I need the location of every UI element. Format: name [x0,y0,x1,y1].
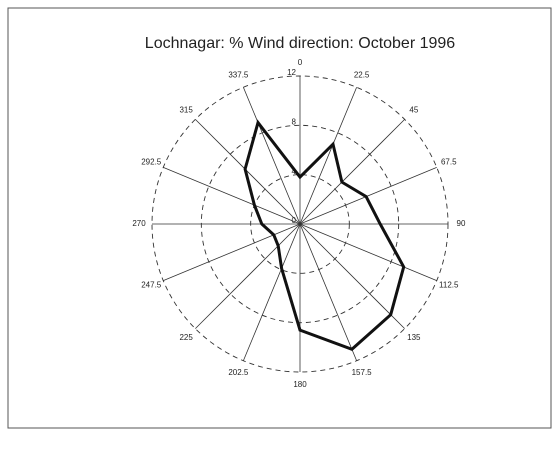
category-label: 292.5 [141,157,162,166]
spoke [163,166,301,225]
y-tick-label: 12 [287,68,296,77]
spoke [195,119,301,225]
category-label: 90 [457,219,466,228]
category-label: 112.5 [439,281,459,290]
spoke [299,223,405,329]
spoke [299,166,437,225]
category-label: 45 [409,105,418,114]
spoke [299,223,358,361]
spoke [299,119,405,225]
frame [7,7,552,429]
category-label: 157.5 [352,368,373,377]
spoke [299,87,358,225]
chart-title: Lochnagar: % Wind direction: October 199… [145,35,456,52]
y-tick-label: 0 [292,216,297,225]
category-label: 180 [293,380,307,389]
category-label: 315 [179,105,193,114]
category-label: 225 [179,333,193,342]
spoke [163,223,301,282]
category-label: 135 [407,333,421,342]
spoke [242,223,301,361]
spoke [195,223,301,329]
category-label: 0 [298,58,303,67]
category-label: 337.5 [228,70,249,79]
category-label: 270 [132,219,146,228]
y-tick-label: 8 [292,117,297,126]
spoke [299,223,437,282]
category-label: 67.5 [441,157,457,166]
category-label: 247.5 [141,281,162,290]
category-label: 22.5 [354,70,370,79]
data-line [243,119,406,352]
spoke [242,87,301,225]
category-label: 202.5 [228,368,249,377]
